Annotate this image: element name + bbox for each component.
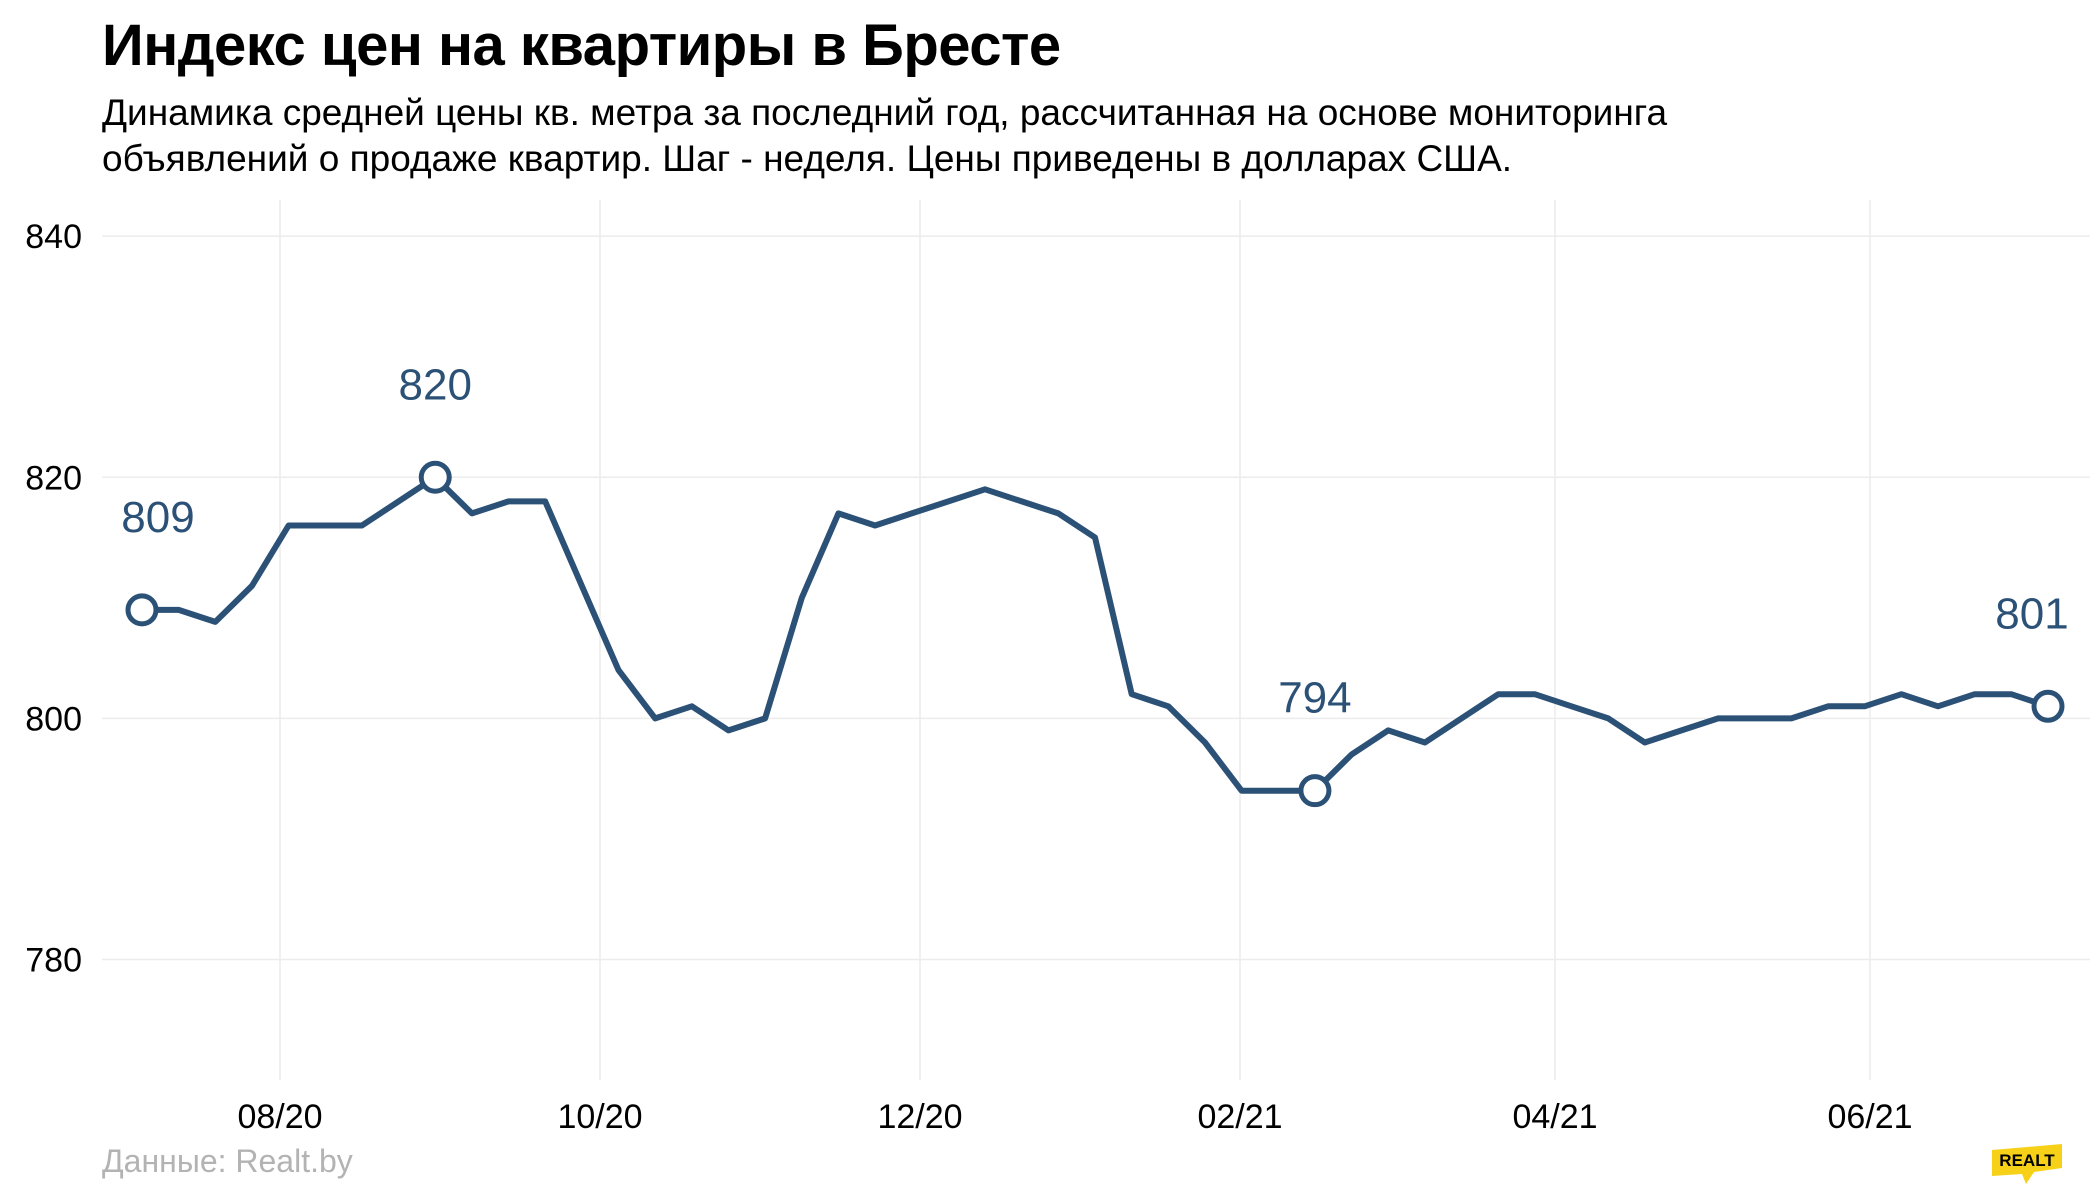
y-tick-label: 820 xyxy=(25,459,82,497)
axis-ticks: 780 800 820 840 08/20 10/20 12/20 02/21 04/21 06/… xyxy=(25,218,1912,1136)
chart-subtitle: Динамика средней цены кв. метра за после… xyxy=(102,92,1668,179)
highlight-point xyxy=(2031,689,2065,723)
x-tick-label: 12/20 xyxy=(877,1098,962,1136)
x-tick-label: 10/20 xyxy=(557,1098,642,1136)
highlight-markers xyxy=(125,460,2065,808)
value-label: 820 xyxy=(399,360,472,409)
highlight-point xyxy=(1298,774,1332,808)
x-tick-label: 02/21 xyxy=(1197,1098,1282,1136)
data-source: Данные: Realt.by xyxy=(102,1143,353,1179)
x-tick-label: 08/20 xyxy=(237,1098,322,1136)
gridlines xyxy=(102,200,2090,1080)
highlight-point xyxy=(418,460,452,494)
value-label: 801 xyxy=(1995,589,2068,638)
value-label: 794 xyxy=(1278,674,1351,723)
svg-text:REALT: REALT xyxy=(1999,1151,2055,1170)
value-labels: 809 820 794 801 xyxy=(121,360,2068,722)
x-tick-label: 06/21 xyxy=(1827,1098,1912,1136)
price-index-line xyxy=(139,474,2051,794)
y-tick-label: 800 xyxy=(25,700,82,738)
value-label: 809 xyxy=(121,493,194,542)
x-tick-label: 04/21 xyxy=(1512,1098,1597,1136)
chart-title: Индекс цен на квартиры в Бресте xyxy=(102,13,1061,78)
y-tick-label: 840 xyxy=(25,218,82,256)
y-tick-label: 780 xyxy=(25,941,82,979)
highlight-point xyxy=(125,593,159,627)
realt-logo: REALT xyxy=(1992,1144,2062,1184)
